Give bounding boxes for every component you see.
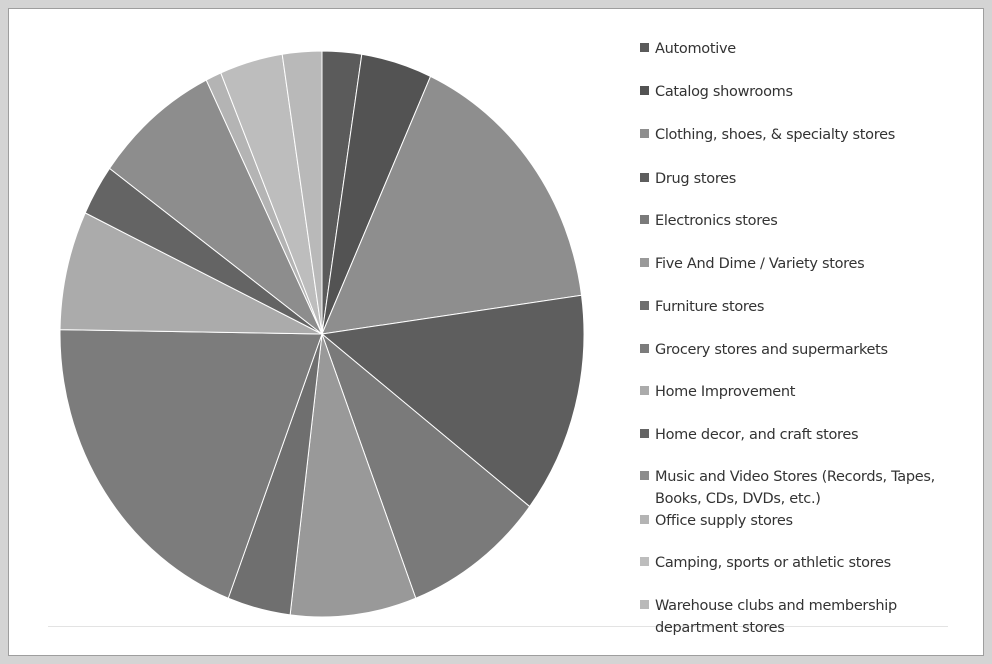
legend-swatch <box>640 515 649 524</box>
legend-label: Warehouse clubs and membership departmen… <box>655 598 897 636</box>
pie-slice-4 <box>320 294 585 508</box>
legend-item: Furniture stores <box>640 296 960 318</box>
pie-slice-14 <box>281 50 323 335</box>
legend-label: Music and Video Stores (Records, Tapes, … <box>655 469 935 507</box>
legend-item: Electronics stores <box>640 210 960 232</box>
legend-label: Home decor, and craft stores <box>655 427 859 443</box>
pie-slice-9 <box>59 212 323 335</box>
legend-label: Grocery stores and supermarkets <box>655 342 888 358</box>
chart-baseline <box>48 626 948 627</box>
pie-slice-3 <box>321 75 583 335</box>
legend-item: Automotive <box>640 38 960 60</box>
legend-label: Electronics stores <box>655 213 778 229</box>
pie-slice-11 <box>108 79 323 335</box>
legend-item: Office supply stores <box>640 510 960 532</box>
legend-item: Warehouse clubs and membership departmen… <box>640 595 960 639</box>
legend-item: Catalog showrooms <box>640 81 960 103</box>
pie-slice-8 <box>59 329 323 599</box>
legend-item: Camping, sports or athletic stores <box>640 552 960 574</box>
legend-label: Automotive <box>655 41 736 57</box>
legend-item: Clothing, shoes, & specialty stores <box>640 124 960 146</box>
legend-item: Home decor, and craft stores <box>640 424 960 446</box>
legend-item: Grocery stores and supermarkets <box>640 339 960 361</box>
legend-label: Home Improvement <box>655 384 796 400</box>
legend-label: Clothing, shoes, & specialty stores <box>655 127 895 143</box>
legend-swatch <box>640 471 649 480</box>
legend-label: Catalog showrooms <box>655 84 793 100</box>
pie-slice-5 <box>320 332 531 599</box>
legend-swatch <box>640 557 649 566</box>
legend-swatch <box>640 301 649 310</box>
legend-swatch <box>640 600 649 609</box>
legend-label: Five And Dime / Variety stores <box>655 256 865 272</box>
legend-item: Five And Dime / Variety stores <box>640 253 960 275</box>
legend-item: Home Improvement <box>640 381 960 403</box>
legend-swatch <box>640 386 649 395</box>
legend-label: Drug stores <box>655 171 737 187</box>
legend-item: Music and Video Stores (Records, Tapes, … <box>640 466 960 510</box>
legend-label: Furniture stores <box>655 299 765 315</box>
legend-swatch <box>640 86 649 95</box>
legend-swatch <box>640 344 649 353</box>
legend-swatch <box>640 258 649 267</box>
legend-label: Camping, sports or athletic stores <box>655 555 891 571</box>
legend-label: Office supply stores <box>655 513 793 529</box>
legend-swatch <box>640 129 649 138</box>
legend-item: Drug stores <box>640 168 960 190</box>
legend-swatch <box>640 429 649 438</box>
legend-swatch <box>640 215 649 224</box>
legend-swatch <box>640 173 649 182</box>
legend-swatch <box>640 43 649 52</box>
pie-slice-6 <box>289 333 417 618</box>
